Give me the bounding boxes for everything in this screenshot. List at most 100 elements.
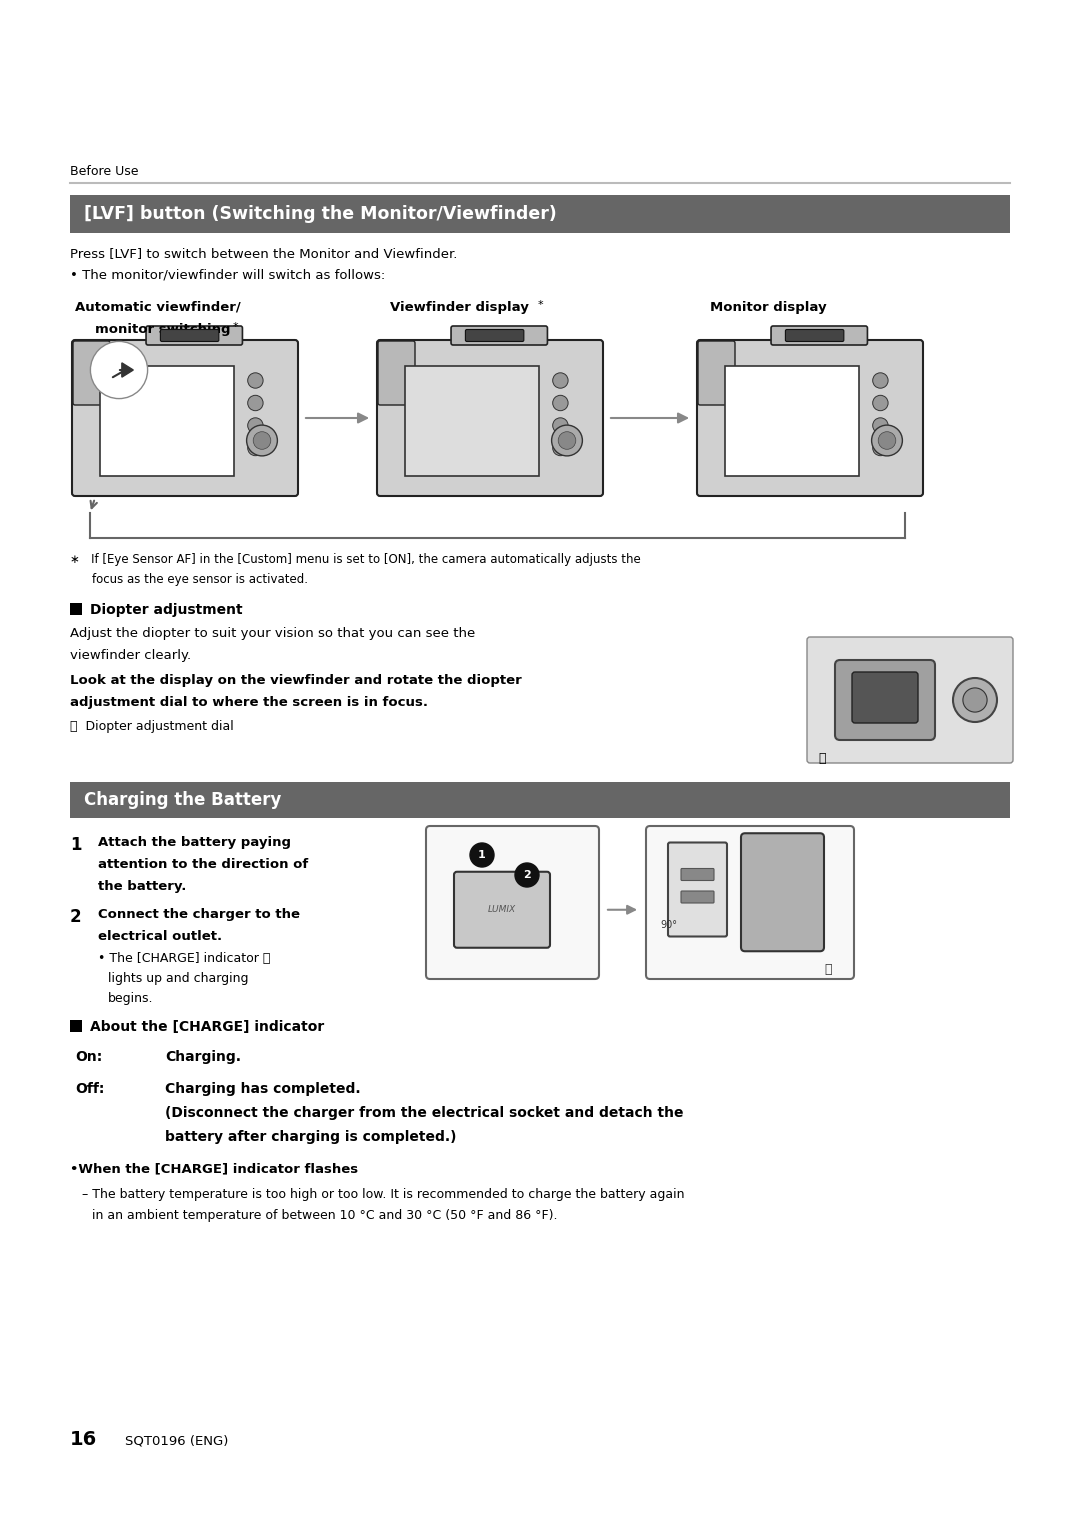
Text: viewfinder clearly.: viewfinder clearly. (70, 649, 191, 662)
Text: [LVF] button (Switching the Monitor/Viewfinder): [LVF] button (Switching the Monitor/View… (84, 204, 557, 223)
FancyBboxPatch shape (852, 671, 918, 723)
FancyBboxPatch shape (100, 366, 234, 476)
Circle shape (873, 418, 888, 433)
Text: *: * (538, 301, 543, 310)
Text: 1: 1 (478, 850, 486, 861)
FancyBboxPatch shape (146, 327, 242, 345)
Text: Before Use: Before Use (70, 165, 138, 179)
Circle shape (558, 432, 576, 449)
Text: electrical outlet.: electrical outlet. (98, 929, 222, 943)
Text: LUMIX: LUMIX (488, 905, 516, 914)
Text: SQT0196 (ENG): SQT0196 (ENG) (125, 1434, 228, 1447)
Text: About the [CHARGE] indicator: About the [CHARGE] indicator (90, 1019, 324, 1035)
FancyBboxPatch shape (70, 195, 1010, 233)
Text: Press [LVF] to switch between the Monitor and Viewfinder.: Press [LVF] to switch between the Monito… (70, 247, 457, 259)
Circle shape (872, 426, 903, 456)
FancyBboxPatch shape (73, 340, 110, 404)
Circle shape (470, 842, 494, 867)
Text: On:: On: (75, 1050, 103, 1064)
FancyBboxPatch shape (771, 327, 867, 345)
Bar (70, 603, 82, 615)
FancyBboxPatch shape (835, 661, 935, 740)
FancyBboxPatch shape (405, 366, 539, 476)
Text: 2: 2 (70, 908, 82, 926)
Text: Ⓐ: Ⓐ (824, 963, 832, 977)
FancyBboxPatch shape (426, 826, 599, 980)
Text: 2: 2 (523, 870, 531, 881)
Text: (Disconnect the charger from the electrical socket and detach the: (Disconnect the charger from the electri… (165, 1106, 684, 1120)
Text: in an ambient temperature of between 10 °C and 30 °C (50 °F and 86 °F).: in an ambient temperature of between 10 … (92, 1209, 557, 1222)
Circle shape (953, 678, 997, 722)
FancyBboxPatch shape (454, 871, 550, 948)
Bar (70, 1019, 82, 1032)
FancyBboxPatch shape (681, 891, 714, 903)
Circle shape (246, 426, 278, 456)
FancyBboxPatch shape (161, 330, 219, 342)
Text: Ⓐ  Diopter adjustment dial: Ⓐ Diopter adjustment dial (70, 720, 233, 732)
Text: – The battery temperature is too high or too low. It is recommended to charge th: – The battery temperature is too high or… (82, 1189, 685, 1201)
Text: Automatic viewfinder/: Automatic viewfinder/ (75, 301, 241, 314)
Circle shape (553, 441, 568, 456)
Text: *: * (233, 322, 239, 333)
FancyBboxPatch shape (465, 330, 524, 342)
Text: Ⓐ: Ⓐ (818, 752, 825, 765)
Text: Charging the Battery: Charging the Battery (84, 790, 282, 809)
Text: begins.: begins. (108, 992, 153, 1006)
Circle shape (91, 342, 148, 398)
Text: Charging.: Charging. (165, 1050, 241, 1064)
Text: battery after charging is completed.): battery after charging is completed.) (165, 1129, 457, 1144)
Text: attention to the direction of: attention to the direction of (98, 858, 308, 871)
Text: •When the [CHARGE] indicator flashes: •When the [CHARGE] indicator flashes (70, 1161, 359, 1175)
Circle shape (515, 864, 539, 887)
Polygon shape (122, 363, 133, 377)
FancyBboxPatch shape (378, 340, 415, 404)
Text: ∗   If [Eye Sensor AF] in the [Custom] menu is set to [ON], the camera automatic: ∗ If [Eye Sensor AF] in the [Custom] men… (70, 552, 640, 566)
FancyBboxPatch shape (681, 868, 714, 881)
FancyBboxPatch shape (669, 842, 727, 937)
Circle shape (873, 395, 888, 410)
Text: 16: 16 (70, 1430, 97, 1450)
FancyBboxPatch shape (726, 366, 860, 476)
Circle shape (247, 441, 264, 456)
Text: • The monitor/viewfinder will switch as follows:: • The monitor/viewfinder will switch as … (70, 269, 386, 282)
Circle shape (552, 426, 582, 456)
Text: monitor switching: monitor switching (95, 324, 230, 336)
FancyBboxPatch shape (646, 826, 854, 980)
Circle shape (963, 688, 987, 713)
Circle shape (553, 418, 568, 433)
Text: Off:: Off: (75, 1082, 105, 1096)
FancyBboxPatch shape (377, 340, 603, 496)
Text: Look at the display on the viewfinder and rotate the diopter: Look at the display on the viewfinder an… (70, 674, 522, 687)
FancyBboxPatch shape (741, 833, 824, 951)
Text: • The [CHARGE] indicator Ⓐ: • The [CHARGE] indicator Ⓐ (98, 952, 270, 964)
Text: focus as the eye sensor is activated.: focus as the eye sensor is activated. (92, 572, 308, 586)
Text: the battery.: the battery. (98, 881, 187, 893)
Circle shape (873, 441, 888, 456)
Circle shape (873, 372, 888, 388)
Text: Diopter adjustment: Diopter adjustment (90, 603, 243, 617)
FancyBboxPatch shape (785, 330, 843, 342)
Text: Viewfinder display: Viewfinder display (390, 301, 529, 314)
Text: Adjust the diopter to suit your vision so that you can see the: Adjust the diopter to suit your vision s… (70, 627, 475, 639)
Circle shape (553, 372, 568, 388)
Text: adjustment dial to where the screen is in focus.: adjustment dial to where the screen is i… (70, 696, 428, 710)
FancyBboxPatch shape (697, 340, 923, 496)
Text: Attach the battery paying: Attach the battery paying (98, 836, 291, 848)
Circle shape (553, 395, 568, 410)
FancyBboxPatch shape (72, 340, 298, 496)
Circle shape (878, 432, 895, 449)
FancyBboxPatch shape (70, 781, 1010, 818)
Text: Charging has completed.: Charging has completed. (165, 1082, 361, 1096)
FancyBboxPatch shape (451, 327, 548, 345)
Text: lights up and charging: lights up and charging (108, 972, 248, 984)
FancyArrowPatch shape (112, 369, 126, 377)
Text: 90°: 90° (660, 920, 677, 929)
Text: Connect the charger to the: Connect the charger to the (98, 908, 300, 922)
Circle shape (247, 418, 264, 433)
Text: 1: 1 (70, 836, 81, 855)
FancyBboxPatch shape (807, 636, 1013, 763)
Circle shape (247, 395, 264, 410)
Text: Monitor display: Monitor display (710, 301, 826, 314)
FancyBboxPatch shape (698, 340, 735, 404)
Circle shape (247, 372, 264, 388)
